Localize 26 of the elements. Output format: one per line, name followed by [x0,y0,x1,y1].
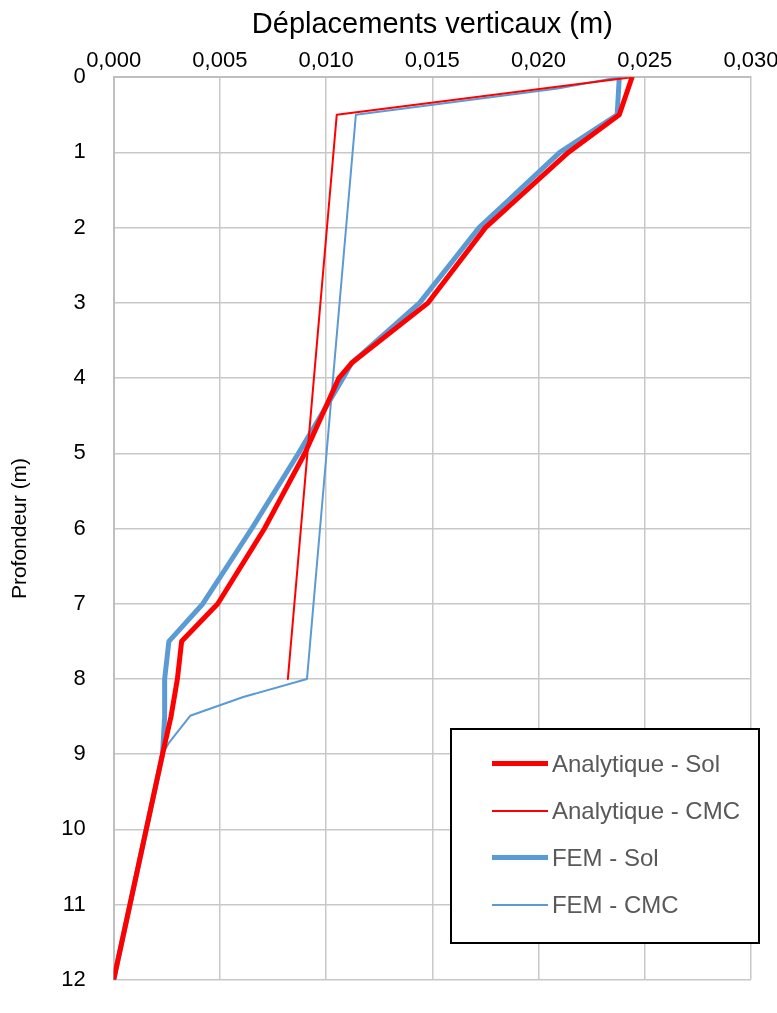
x-tick-label: 0,020 [511,47,567,73]
x-tick-label: 0,030 [723,47,777,73]
x-axis-title: Déplacements verticaux (m) [251,7,613,40]
legend-label: Analytique - Sol [551,749,721,778]
y-tick-label: 7 [73,589,86,615]
y-tick-label: 8 [73,665,86,690]
y-tick-label: 5 [73,439,86,465]
legend-label: FEM - Sol [551,843,659,872]
y-tick-label: 10 [61,815,86,841]
legend-label: Analytique - CMC [551,796,740,825]
y-tick-label: 4 [73,364,86,390]
x-tick-label: 0,000 [86,47,142,73]
y-tick-label: 9 [73,740,86,766]
legend-label: FEM - CMC [551,890,679,919]
y-tick-label: 3 [73,288,86,314]
y-axis-title: Profondeur (m) [7,457,31,600]
y-tick-label: 2 [73,213,86,239]
y-tick-label: 12 [61,965,86,991]
x-tick-label: 0,025 [617,47,673,73]
y-tick-label: 1 [73,138,86,164]
y-tick-label: 0 [73,63,86,89]
x-tick-label: 0,010 [298,47,354,73]
y-tick-label: 6 [73,514,86,540]
x-tick-label: 0,015 [404,47,460,73]
x-tick-label: 0,005 [192,47,248,73]
y-tick-label: 11 [62,890,86,916]
